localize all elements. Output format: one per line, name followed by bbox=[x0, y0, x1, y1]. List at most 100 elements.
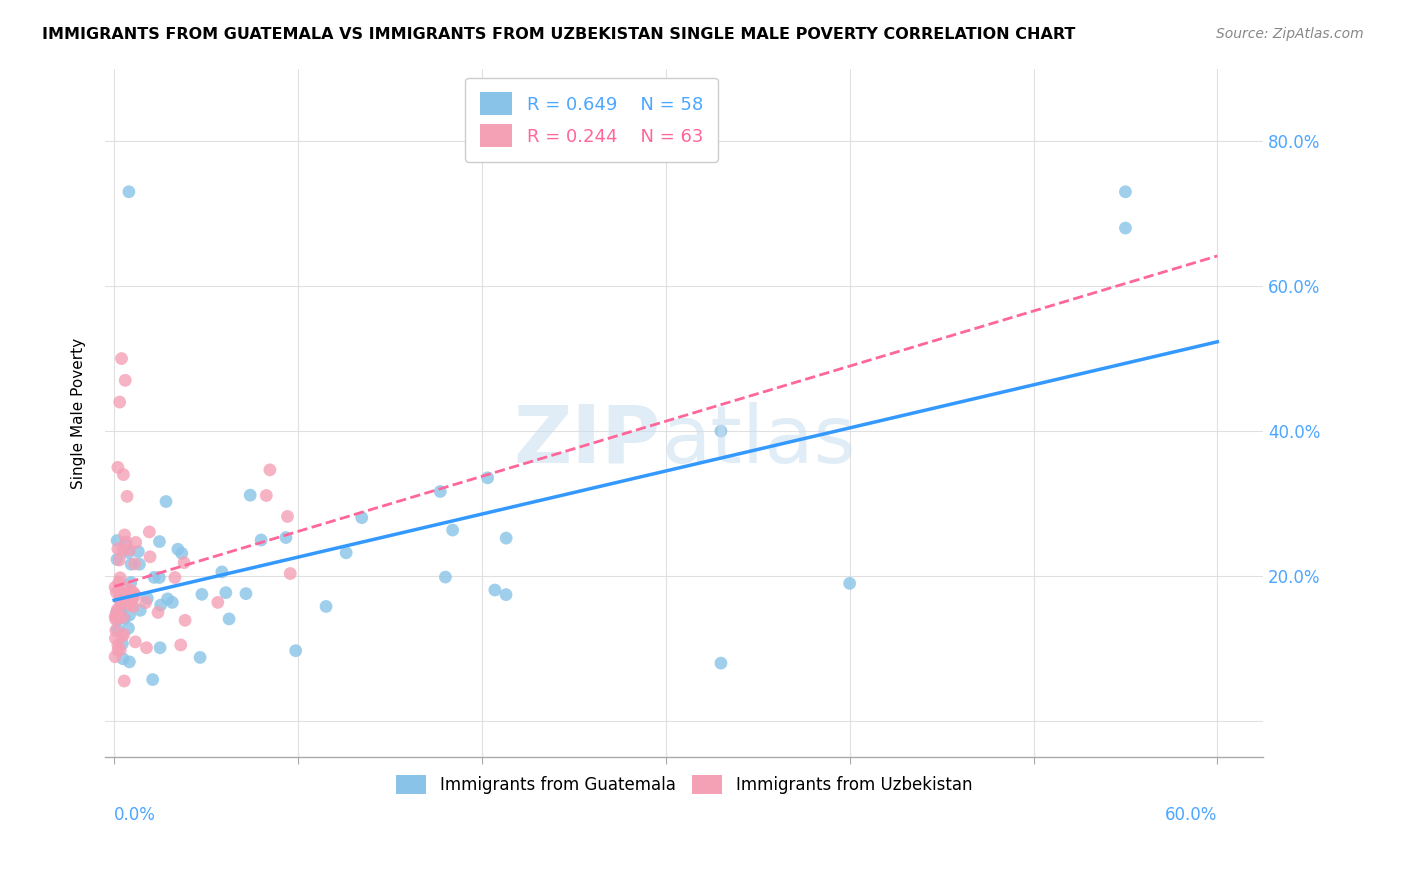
Point bbox=[110, 351, 132, 366]
Y-axis label: Single Male Poverty: Single Male Poverty bbox=[72, 337, 86, 489]
Text: IMMIGRANTS FROM GUATEMALA VS IMMIGRANTS FROM UZBEKISTAN SINGLE MALE POVERTY CORR: IMMIGRANTS FROM GUATEMALA VS IMMIGRANTS … bbox=[42, 27, 1076, 42]
Point bbox=[156, 591, 179, 606]
Point bbox=[838, 576, 860, 591]
Point bbox=[107, 541, 129, 556]
Point bbox=[122, 586, 145, 600]
Point bbox=[107, 611, 129, 625]
Point bbox=[111, 610, 134, 624]
Point bbox=[118, 655, 141, 669]
Point bbox=[115, 489, 138, 503]
Point bbox=[429, 484, 451, 499]
Point bbox=[191, 587, 214, 601]
Point bbox=[155, 494, 177, 508]
Point bbox=[127, 544, 149, 558]
Text: atlas: atlas bbox=[661, 401, 855, 480]
Point bbox=[335, 546, 357, 560]
Point bbox=[104, 613, 127, 627]
Point bbox=[105, 606, 128, 620]
Point bbox=[112, 673, 135, 688]
Point bbox=[115, 587, 138, 601]
Point bbox=[108, 606, 131, 620]
Point bbox=[118, 598, 141, 612]
Point bbox=[108, 571, 131, 585]
Point bbox=[218, 612, 240, 626]
Point bbox=[215, 585, 238, 599]
Point bbox=[108, 592, 131, 607]
Point bbox=[114, 373, 136, 387]
Point bbox=[276, 509, 298, 524]
Point bbox=[149, 598, 172, 612]
Point bbox=[149, 640, 172, 655]
Point bbox=[146, 606, 169, 620]
Point bbox=[284, 643, 307, 657]
Point bbox=[259, 463, 281, 477]
Point bbox=[188, 650, 211, 665]
Point bbox=[124, 635, 146, 649]
Point bbox=[207, 595, 229, 609]
Point bbox=[166, 542, 188, 557]
Point bbox=[1114, 185, 1136, 199]
Point bbox=[484, 582, 506, 597]
Point bbox=[254, 488, 277, 502]
Point bbox=[434, 570, 457, 584]
Point bbox=[235, 586, 257, 600]
Point bbox=[111, 594, 134, 608]
Point bbox=[142, 673, 165, 687]
Point bbox=[278, 566, 301, 581]
Point bbox=[110, 642, 132, 657]
Point bbox=[104, 580, 127, 594]
Point bbox=[148, 570, 170, 584]
Text: 0.0%: 0.0% bbox=[114, 805, 156, 823]
Point bbox=[139, 549, 162, 564]
Point bbox=[115, 581, 138, 595]
Point bbox=[710, 424, 733, 438]
Point bbox=[112, 627, 135, 641]
Point bbox=[170, 546, 193, 560]
Point bbox=[115, 587, 138, 601]
Point bbox=[121, 593, 143, 607]
Text: 60.0%: 60.0% bbox=[1166, 805, 1218, 823]
Point bbox=[250, 533, 273, 547]
Point bbox=[148, 534, 170, 549]
Point bbox=[477, 471, 499, 485]
Point bbox=[174, 613, 197, 627]
Point bbox=[107, 460, 129, 475]
Point bbox=[108, 575, 131, 590]
Point bbox=[350, 510, 373, 524]
Point bbox=[441, 523, 464, 537]
Point bbox=[111, 651, 134, 665]
Point bbox=[104, 624, 127, 638]
Point bbox=[108, 553, 131, 567]
Point bbox=[110, 598, 132, 612]
Point bbox=[239, 488, 262, 502]
Point bbox=[105, 533, 128, 548]
Point bbox=[495, 588, 517, 602]
Point bbox=[121, 583, 143, 598]
Point bbox=[124, 589, 146, 603]
Point bbox=[114, 538, 136, 552]
Point bbox=[170, 638, 193, 652]
Point bbox=[117, 621, 139, 635]
Point bbox=[105, 585, 128, 599]
Point bbox=[495, 531, 517, 545]
Point bbox=[162, 595, 184, 609]
Point bbox=[143, 570, 166, 584]
Point bbox=[105, 605, 128, 619]
Point bbox=[115, 534, 138, 549]
Point bbox=[138, 524, 160, 539]
Point bbox=[118, 185, 141, 199]
Point bbox=[107, 638, 129, 652]
Point bbox=[112, 467, 135, 482]
Point bbox=[135, 640, 157, 655]
Point bbox=[105, 602, 128, 616]
Point bbox=[136, 591, 159, 606]
Point bbox=[108, 587, 131, 601]
Point bbox=[105, 622, 128, 636]
Point bbox=[120, 575, 142, 590]
Point bbox=[118, 607, 141, 622]
Point bbox=[129, 603, 152, 617]
Point bbox=[135, 596, 157, 610]
Point bbox=[1114, 221, 1136, 235]
Point bbox=[128, 558, 150, 572]
Point bbox=[125, 535, 148, 549]
